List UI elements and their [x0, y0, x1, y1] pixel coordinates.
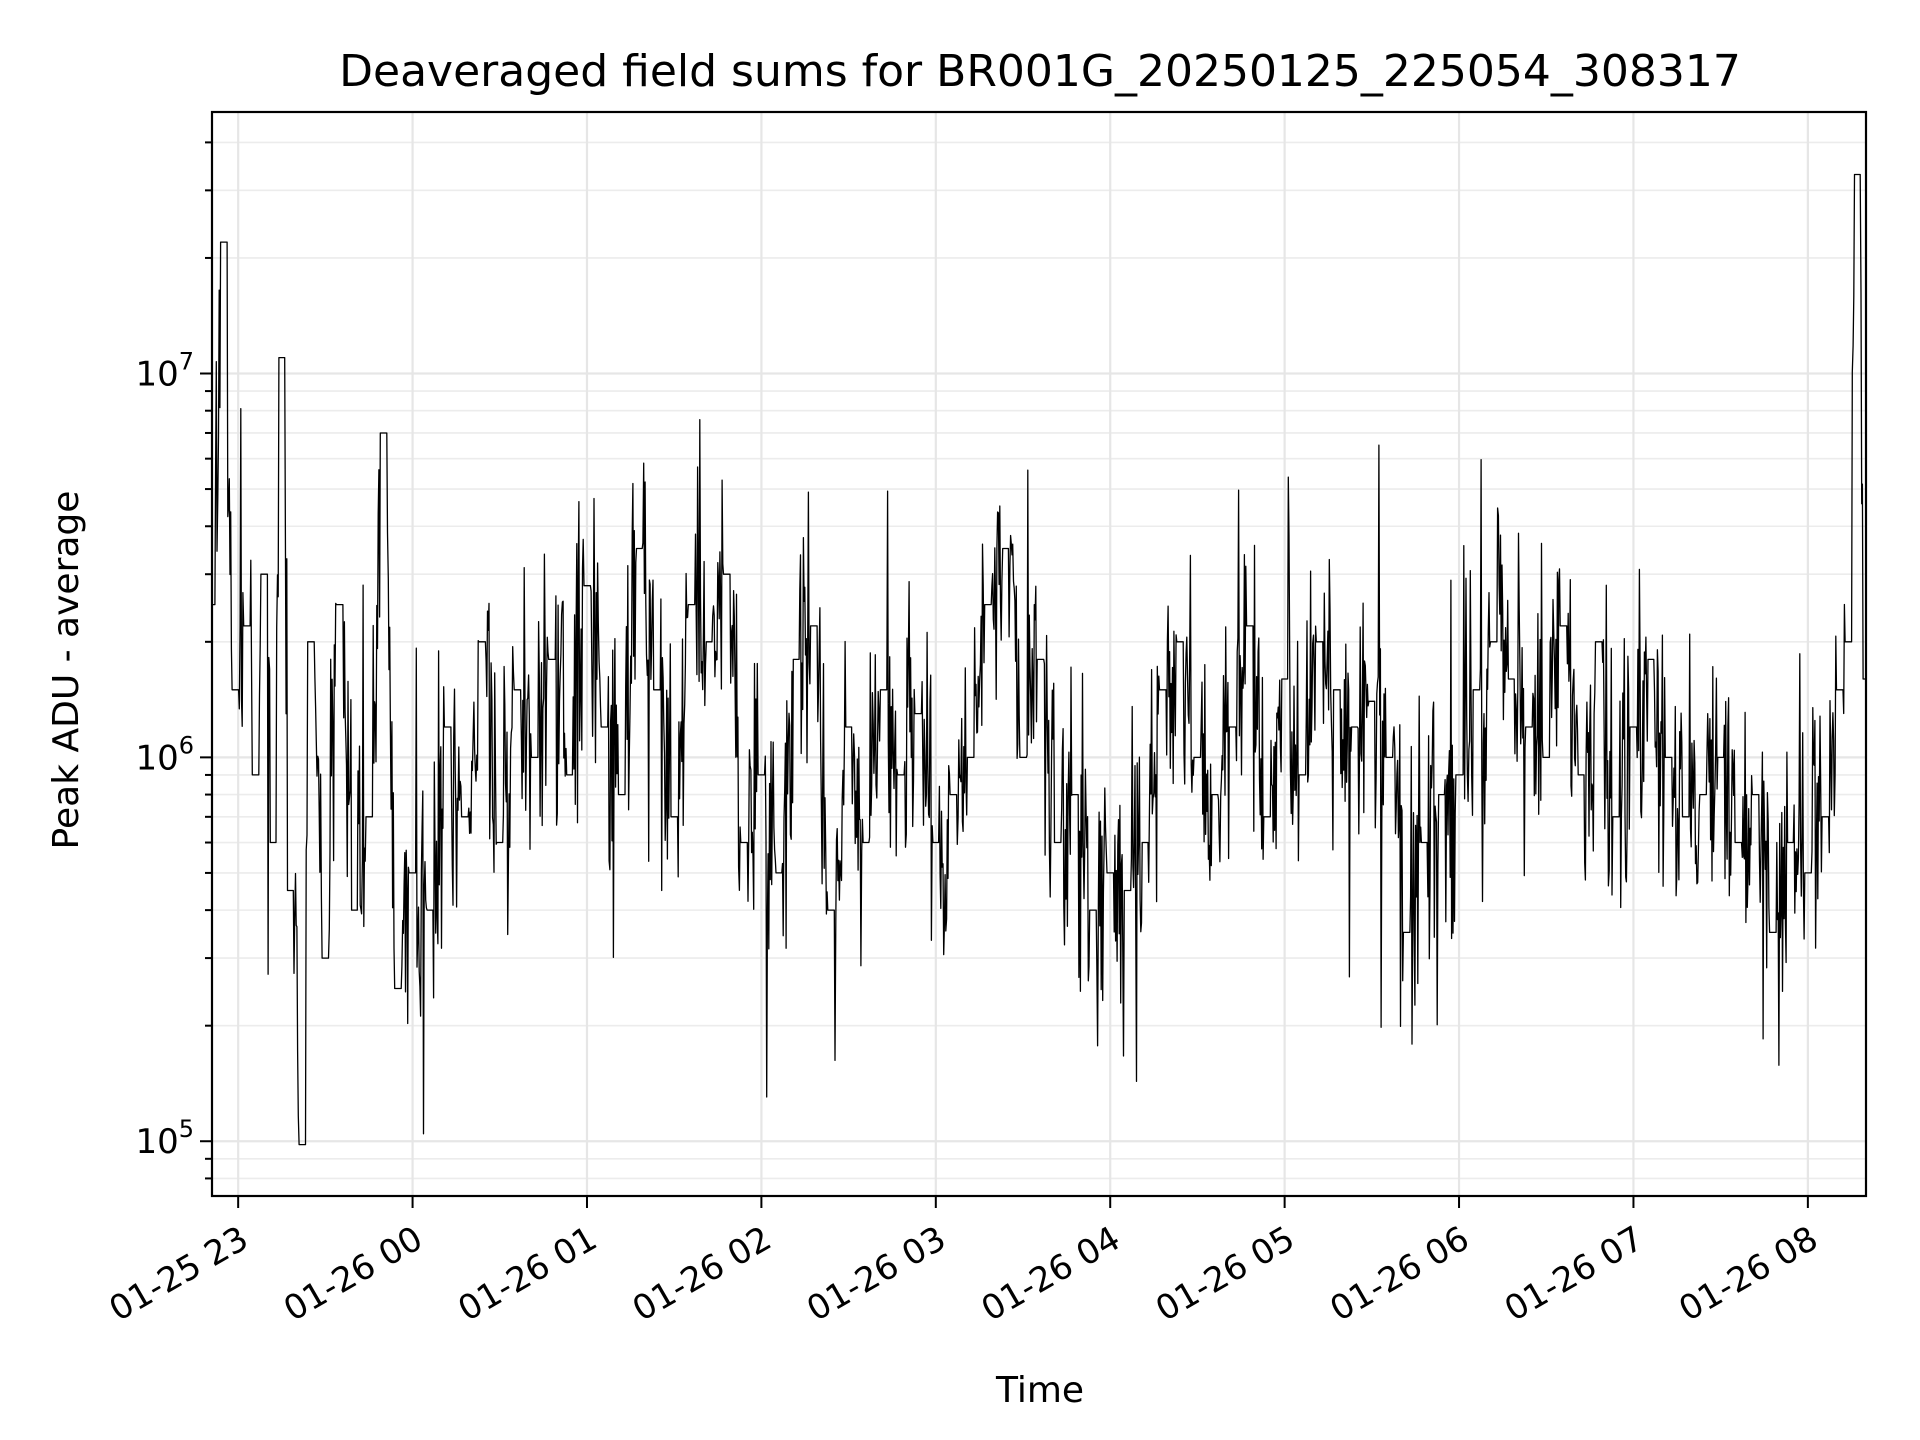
chart-title: Deaveraged field sums for BR001G_2025012… [339, 46, 1741, 97]
grid [212, 112, 1866, 1196]
x-tick-label: 01-26 03 [800, 1219, 952, 1330]
x-tick-label: 01-26 02 [626, 1219, 778, 1330]
x-tick-label: 01-25 23 [103, 1219, 255, 1330]
x-tick-label: 01-26 01 [451, 1219, 603, 1330]
x-tick-label: 01-26 04 [975, 1219, 1127, 1330]
y-axis-label: Peak ADU - average [46, 491, 87, 850]
x-tick-label: 01-26 06 [1324, 1219, 1476, 1330]
y-tick-label: 105 [135, 1115, 194, 1162]
x-tick-label: 01-26 05 [1149, 1219, 1301, 1330]
x-tick-label: 01-26 08 [1672, 1219, 1824, 1330]
x-tick-label: 01-26 00 [277, 1219, 429, 1330]
y-tick-label: 106 [135, 731, 194, 778]
y-tick-label: 107 [135, 348, 194, 395]
x-axis-label: Time [995, 1370, 1084, 1411]
plot-frame [210, 110, 1868, 1198]
series-line [212, 173, 1866, 1146]
x-tick-label: 01-26 07 [1498, 1219, 1650, 1330]
